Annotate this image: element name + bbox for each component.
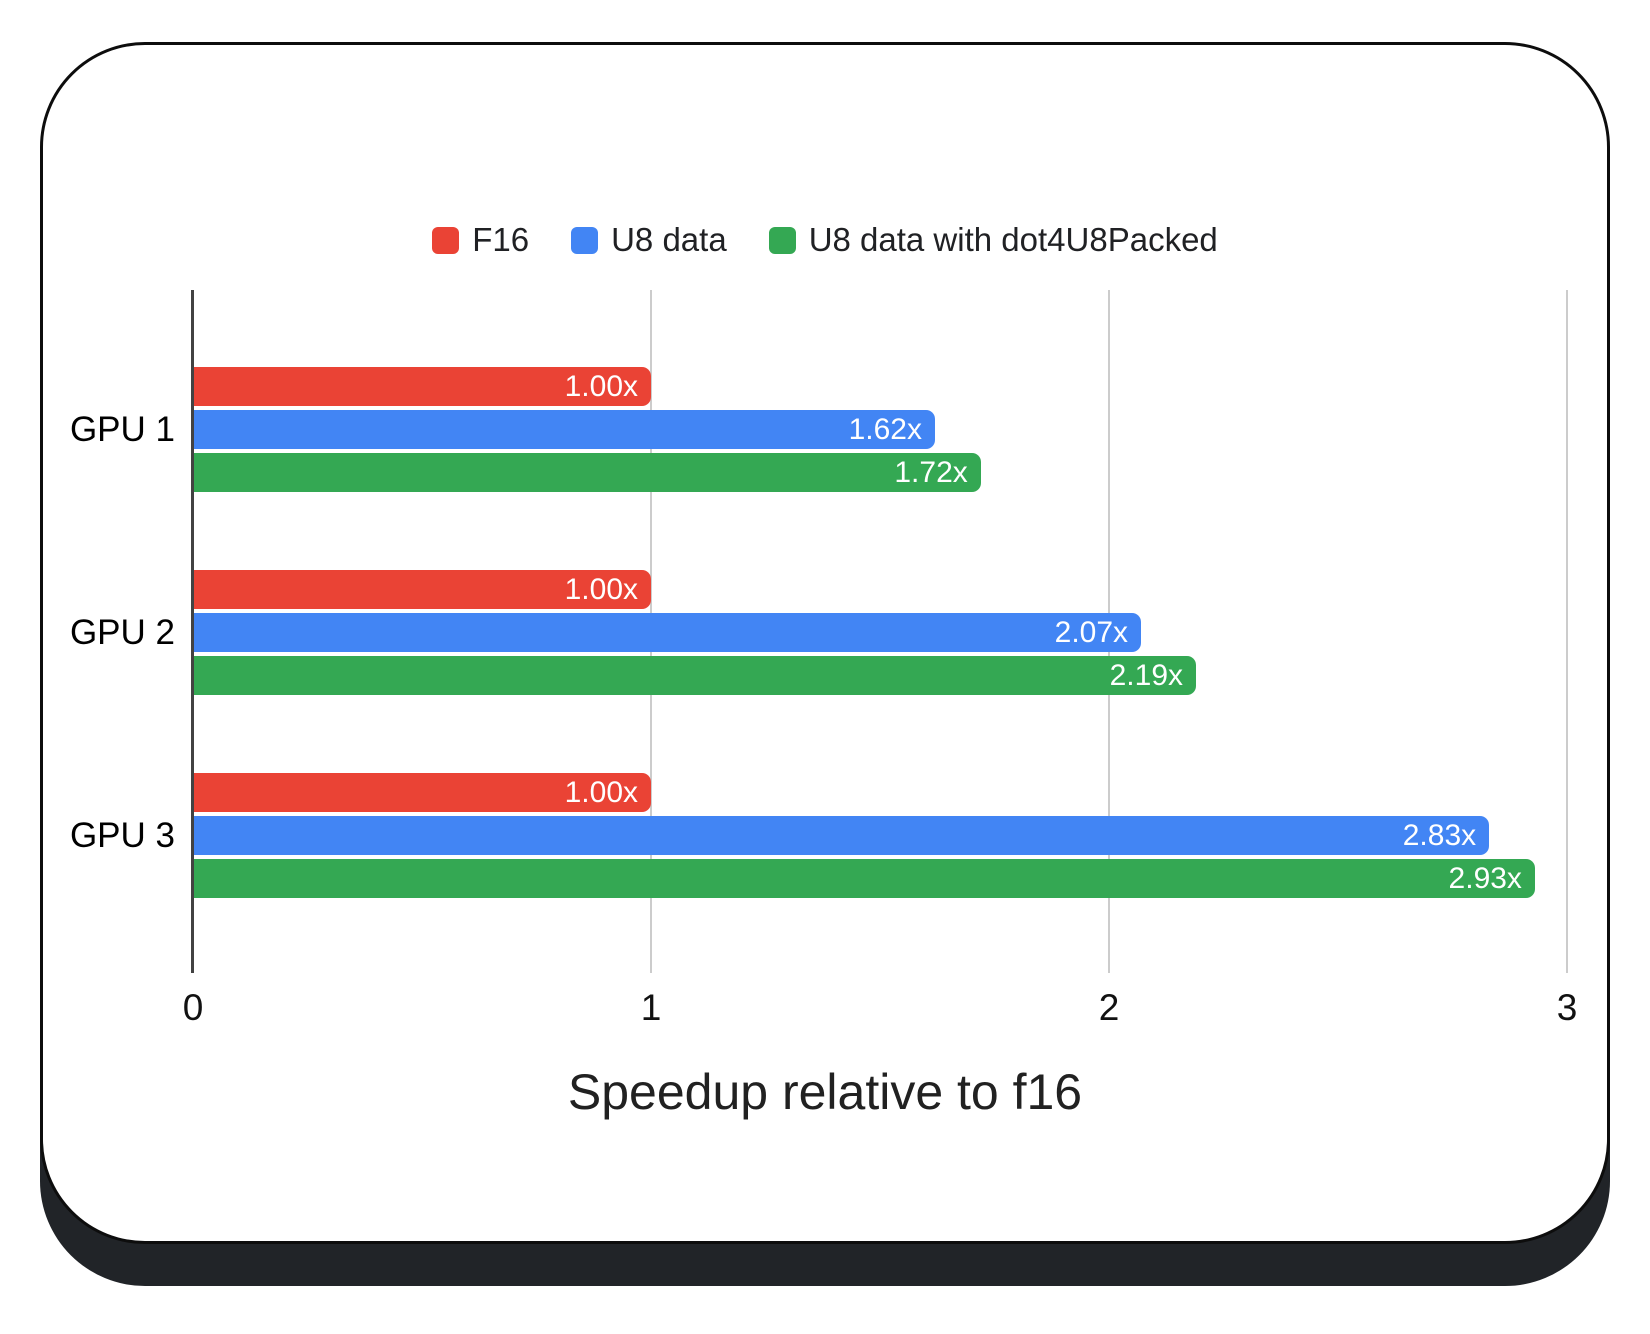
bar-value-label: 1.72x [894, 455, 968, 489]
category-label: GPU 2 [69, 612, 175, 652]
bar-value-label: 1.62x [848, 412, 922, 446]
gridline [1566, 290, 1568, 973]
plot-area: 0 1 2 3 GPU 1 1.00x 1.62x 1.72x GPU 2 1.00x 2.07x 2… [70, 290, 1577, 1028]
bar-gpu3-series-1: 2.83x [193, 816, 1490, 855]
legend-swatch [768, 226, 796, 254]
legend: F16 U8 data U8 data with dot4U8Packed [43, 221, 1607, 259]
legend-swatch [571, 226, 599, 254]
y-axis-line [191, 290, 194, 973]
x-tick-label: 3 [1556, 987, 1578, 1028]
x-tick-label: 1 [640, 987, 662, 1028]
bar-gpu3-series-2: 2.93x [193, 859, 1535, 898]
bar-value-label: 2.93x [1448, 861, 1522, 895]
chart-card: F16 U8 data U8 data with dot4U8Packed 0 1 2 3… [40, 42, 1610, 1244]
bar-gpu2-series-1: 2.07x [193, 613, 1142, 652]
category-label: GPU 3 [69, 815, 175, 855]
bar-value-label: 2.83x [1402, 818, 1477, 852]
bar-gpu1-series-0: 1.00x [193, 367, 651, 406]
bar-value-label: 2.19x [1109, 658, 1184, 692]
bar-value-label: 1.00x [564, 775, 638, 809]
bar-gpu2-series-0: 1.00x [193, 570, 651, 609]
bar-value-label: 1.00x [564, 572, 638, 606]
bar-gpu2-series-2: 2.19x [193, 656, 1197, 695]
legend-label: F16 [472, 221, 530, 258]
legend-label: U8 data [611, 221, 727, 258]
legend-item: U8 data with dot4U8Packed [768, 221, 1218, 259]
bar-gpu1-series-1: 1.62x [193, 410, 935, 449]
bar-value-label: 2.07x [1054, 615, 1129, 649]
bar-gpu3-series-0: 1.00x [193, 773, 651, 812]
legend-label: U8 data with dot4U8Packed [808, 221, 1218, 258]
bar-value-label: 1.00x [564, 369, 638, 403]
x-tick-label: 0 [182, 987, 204, 1028]
legend-item: F16 [432, 221, 529, 259]
legend-item: U8 data [571, 221, 727, 259]
x-axis-title: Speedup relative to f16 [567, 1064, 1083, 1120]
bar-gpu1-series-2: 1.72x [193, 453, 981, 492]
legend-swatch [432, 226, 460, 254]
x-tick-label: 2 [1098, 987, 1120, 1028]
category-label: GPU 1 [69, 409, 175, 449]
